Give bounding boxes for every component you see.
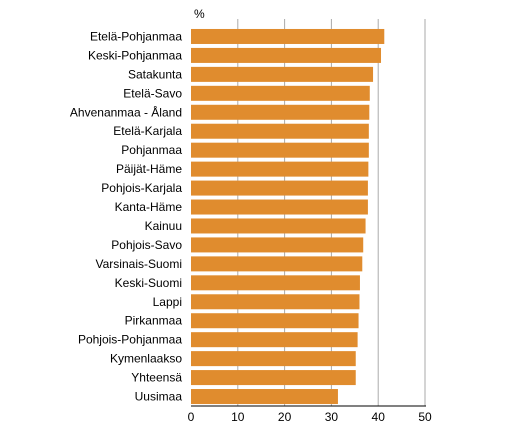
x-tick-label: 0 xyxy=(188,410,195,424)
bar xyxy=(191,313,359,329)
bar xyxy=(191,161,369,177)
category-label: Kymenlaakso xyxy=(110,352,182,366)
category-label: Varsinais-Suomi xyxy=(96,257,182,271)
category-label: Päijät-Häme xyxy=(116,162,182,176)
category-label: Etelä-Pohjanmaa xyxy=(90,29,182,43)
bar xyxy=(191,275,360,291)
bar xyxy=(191,142,369,158)
category-label: Pohjanmaa xyxy=(121,143,182,157)
bar xyxy=(191,66,374,82)
bar xyxy=(191,370,356,386)
category-label: Satakunta xyxy=(128,67,182,81)
bars-group xyxy=(191,28,385,405)
unit-label: % xyxy=(194,7,205,21)
category-label: Keski-Pohjanmaa xyxy=(88,48,182,62)
category-labels: Etelä-Pohjanmaa Keski-Pohjanmaa Satakunta E… xyxy=(70,29,182,403)
category-label: Keski-Suomi xyxy=(115,276,182,290)
bar xyxy=(191,199,368,215)
bar xyxy=(191,256,363,272)
category-label: Pohjois-Karjala xyxy=(101,181,182,195)
category-label: Kainuu xyxy=(145,219,182,233)
category-label: Pirkanmaa xyxy=(125,314,183,328)
bar xyxy=(191,332,358,348)
bar xyxy=(191,85,370,101)
bar xyxy=(191,28,385,44)
bar xyxy=(191,180,368,196)
bar xyxy=(191,294,360,310)
category-label: Etelä-Karjala xyxy=(113,124,182,138)
category-label: Uusimaa xyxy=(135,390,183,404)
bar xyxy=(191,218,366,234)
bar xyxy=(191,351,356,367)
x-tick-label: 50 xyxy=(418,410,432,424)
bar xyxy=(191,237,364,253)
category-label: Yhteensä xyxy=(131,371,182,385)
x-tick-label: 30 xyxy=(325,410,339,424)
x-tick-label: 40 xyxy=(372,410,386,424)
x-tick-label: 10 xyxy=(231,410,245,424)
bar xyxy=(191,123,369,139)
bar xyxy=(191,104,370,120)
x-tick-label: 20 xyxy=(278,410,292,424)
category-label: Pohjois-Pohjanmaa xyxy=(78,333,182,347)
category-label: Ahvenanmaa - Åland xyxy=(70,104,182,119)
category-label: Etelä-Savo xyxy=(123,86,182,100)
bar xyxy=(191,389,338,405)
category-label: Pohjois-Savo xyxy=(111,238,182,252)
category-label: Kanta-Häme xyxy=(115,200,183,214)
category-label: Lappi xyxy=(153,295,182,309)
bar xyxy=(191,47,382,63)
x-tick-labels: 0 10 20 30 40 50 xyxy=(188,410,432,424)
